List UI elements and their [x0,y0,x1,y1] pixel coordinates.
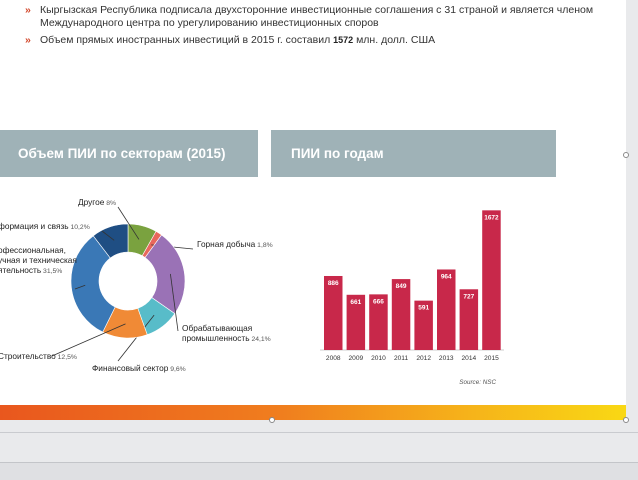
fdi-by-year-bar-chart: 886 2008 661 2009 666 2010 849 2011 591 2012 964 20… [320,210,504,386]
bar-value-label: 666 [373,298,384,305]
bar [414,300,433,350]
leader-line [170,273,179,332]
bar [369,294,388,350]
bar [459,289,479,350]
bar [391,279,411,350]
slice-label: Строительство 12,5% [0,351,77,361]
bar-value-label: 964 [441,273,452,280]
leader-line [117,314,155,362]
resize-handle[interactable] [623,417,629,423]
fdi-value: 1572 [333,35,354,46]
leader-line [117,206,140,240]
slice-label: Финансовый сектор 9,6% [92,363,186,373]
slice-label: Горная добыча 1,8% [197,239,273,249]
x-tick-label: 2009 [349,355,364,362]
resize-handle[interactable] [623,152,629,158]
bar [324,275,343,350]
leader-line [51,323,126,357]
bullet-text: Кыргызская Республика подписала двухстор… [40,4,594,29]
bullet-text-before: Объем прямых иностранных инвестиций в 20… [40,34,334,47]
bullet-mark: » [25,4,31,16]
bullet-list: » Кыргызская Республика подписала двухст… [22,4,612,52]
slice-label: формация и связь 10,2% [0,221,90,231]
slice-label: Другое 8% [78,197,116,207]
slice-label: Обрабатывающая промышленность 24,1% [182,323,271,343]
x-tick-label: 2011 [394,355,409,362]
slide: » Кыргызская Республика подписала двухст… [0,0,626,420]
bottom-panel [0,462,638,480]
bar [346,294,366,350]
bullet-mark: » [25,34,31,47]
panel-title-years: ПИИ по годам [271,130,556,177]
bar-value-label: 849 [396,283,407,290]
x-tick-label: 2014 [462,355,477,362]
footer-accent-band [0,405,626,420]
pie-slice [92,223,129,259]
source-note: Source: NSC [459,379,496,386]
x-tick-label: 2013 [439,355,454,362]
bullet-fdi-volume: » Объем прямых иностранных инвестиций в … [22,34,612,47]
bar [482,210,501,350]
sector-donut-chart: Другое 8% Горная добыча 1,8% Обрабатывающа… [0,197,273,373]
leader-line [101,230,115,241]
bar-value-label: 591 [418,305,429,312]
bar [437,269,456,350]
bar-value-label: 886 [328,280,339,287]
x-tick-label: 2012 [416,355,431,362]
bullet-agreements: » Кыргызская Республика подписала двухст… [22,4,612,29]
bar-value-label: 727 [463,293,474,300]
x-tick-label: 2015 [484,355,499,362]
bullet-text-after: млн. долл. США [353,34,436,47]
x-tick-label: 2010 [371,355,386,362]
x-tick-label: 2008 [326,355,341,362]
slice-label: офессиональная, учная и техническая ятельн… [0,245,77,275]
bar-value-label: 1672 [484,214,499,221]
bar-value-label: 661 [350,299,361,306]
pie-slice [70,235,116,333]
editor-divider [0,432,638,433]
panel-title-sectors: Объем ПИИ по секторам (2015) [0,130,258,177]
leader-line [74,284,86,290]
resize-handle[interactable] [269,417,275,423]
